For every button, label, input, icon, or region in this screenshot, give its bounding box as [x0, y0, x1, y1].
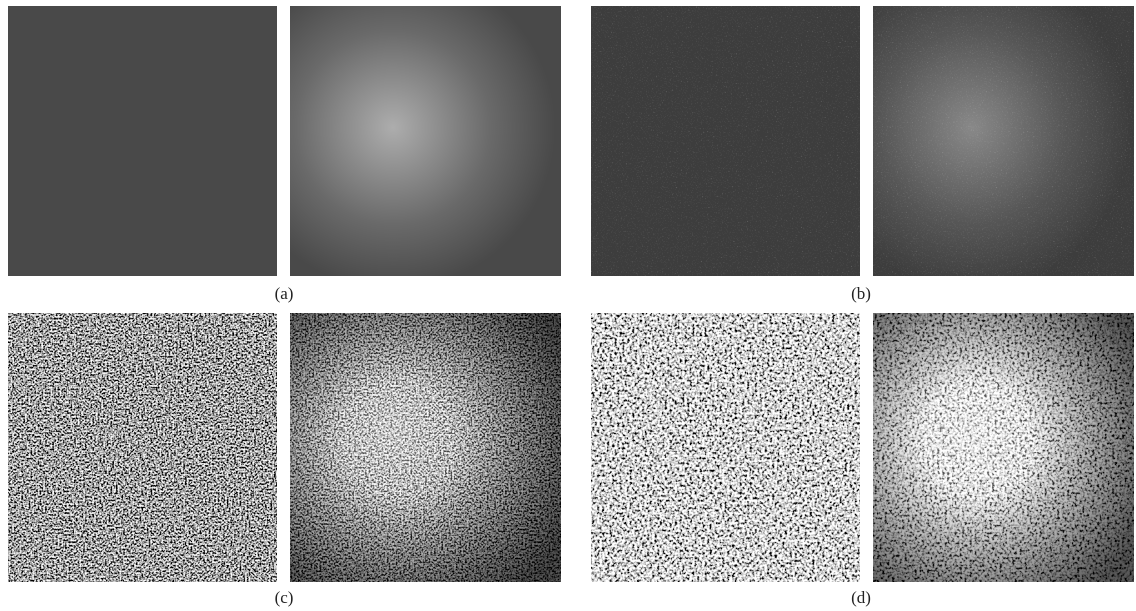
image: [290, 313, 561, 582]
page: (a) (b) (c) (d) (() => { const data = JS…: [0, 0, 1136, 611]
image: [290, 6, 561, 276]
panel-label: (a): [275, 284, 294, 303]
image: [591, 313, 860, 582]
image: [8, 313, 277, 582]
figure: (a) (b) (c) (d): [0, 0, 1136, 611]
panel-label: (c): [275, 588, 294, 607]
image: [8, 6, 277, 276]
image: [873, 313, 1134, 582]
image: [873, 6, 1134, 276]
panel-label: (b): [851, 284, 871, 303]
panel-label: (d): [851, 588, 871, 607]
image: [591, 6, 860, 276]
